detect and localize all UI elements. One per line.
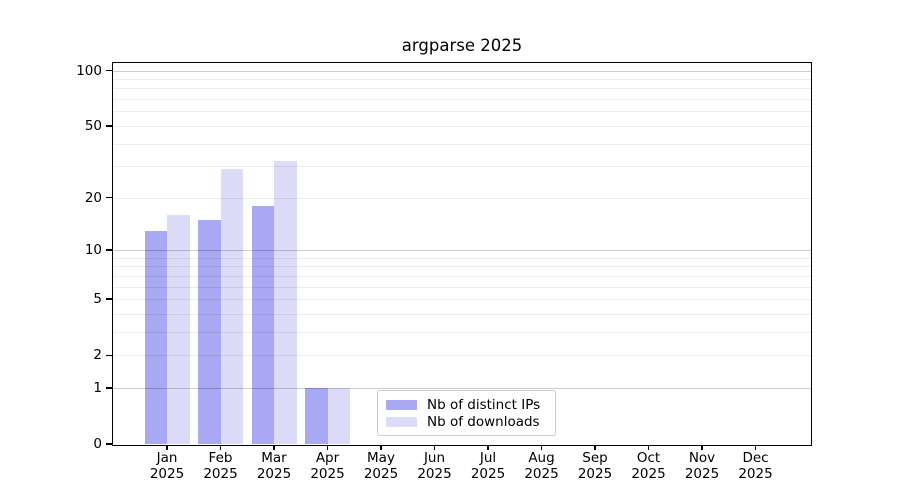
gridline-major — [113, 70, 811, 72]
y-tick-mark — [106, 354, 112, 356]
gridline-minor — [113, 125, 811, 127]
bar-downloads-apr — [327, 387, 350, 444]
gridline-minor — [113, 166, 811, 168]
gridline-minor — [113, 257, 811, 259]
gridline-minor — [113, 313, 811, 315]
x-tick-mark — [487, 444, 489, 450]
legend: Nb of distinct IPs Nb of downloads — [377, 390, 556, 436]
x-tick-mark — [166, 444, 168, 450]
y-tick-mark — [106, 125, 112, 127]
plot-area — [113, 63, 811, 444]
legend-label-downloads: Nb of downloads — [427, 414, 540, 430]
x-tick-mark — [433, 444, 436, 450]
x-tick-mark — [380, 444, 382, 450]
x-tick-label: Oct 2025 — [631, 450, 666, 482]
chart-title: argparse 2025 — [401, 36, 523, 55]
y-tick-label: 100 — [76, 62, 102, 79]
x-tick-label: Feb 2025 — [203, 450, 238, 482]
gridline-major — [113, 250, 811, 251]
x-tick-mark — [701, 444, 703, 450]
x-tick-label: Nov 2025 — [684, 450, 720, 482]
x-tick-label: Mar 2025 — [256, 450, 292, 482]
legend-label-distinct-ips: Nb of distinct IPs — [427, 397, 541, 413]
gridline-minor — [113, 286, 811, 288]
gridline-minor — [113, 275, 811, 277]
y-tick-label: 20 — [84, 189, 102, 206]
x-tick-label: Jun 2025 — [417, 450, 452, 482]
y-tick-mark — [106, 387, 112, 389]
y-tick-label: 1 — [93, 379, 102, 396]
y-tick-label: 10 — [84, 242, 102, 258]
bar-distinct-ips-jan — [144, 230, 167, 444]
bar-downloads-feb — [220, 168, 243, 444]
x-tick-label: May 2025 — [363, 450, 399, 482]
x-tick-mark — [754, 444, 757, 450]
y-tick-mark — [106, 70, 112, 72]
x-tick-mark — [594, 444, 596, 450]
bar-distinct-ips-apr — [305, 387, 328, 444]
y-tick-label: 5 — [93, 291, 102, 308]
bar-distinct-ips-mar — [251, 205, 274, 444]
gridline-minor — [113, 331, 811, 333]
gridline-major — [113, 387, 811, 389]
gridline-minor — [113, 79, 811, 81]
x-tick-label: Apr 2025 — [310, 450, 345, 482]
gridline-minor — [113, 99, 811, 101]
gridline-minor — [113, 197, 811, 199]
x-tick-mark — [647, 444, 650, 450]
gridline-minor — [113, 299, 811, 301]
bar-downloads-mar — [274, 161, 297, 444]
x-tick-label: Aug 2025 — [524, 450, 559, 482]
x-tick-mark — [219, 444, 222, 450]
legend-swatch-distinct-ips — [386, 399, 417, 411]
bar-distinct-ips-feb — [198, 219, 221, 444]
y-tick-mark — [106, 298, 112, 300]
x-tick-label: Jan 2025 — [149, 450, 185, 482]
y-tick-label: 50 — [84, 117, 102, 134]
y-tick-label: 2 — [93, 347, 102, 364]
legend-swatch-downloads — [386, 416, 417, 428]
gridline-minor — [113, 88, 811, 90]
bar-downloads-jan — [167, 214, 190, 444]
y-tick-mark — [106, 443, 112, 445]
x-tick-mark — [540, 444, 543, 450]
legend-entry-distinct-ips: Nb of distinct IPs — [386, 398, 546, 412]
gridline-minor — [113, 355, 811, 357]
gridline-minor — [113, 143, 811, 145]
x-tick-label: Dec 2025 — [738, 450, 773, 482]
y-tick-mark — [106, 249, 112, 251]
y-tick-mark — [106, 197, 112, 199]
x-tick-mark — [326, 444, 329, 450]
y-tick-label: 0 — [93, 436, 102, 452]
gridline-minor — [113, 111, 811, 113]
x-tick-label: Sep 2025 — [577, 450, 613, 482]
gridline-minor — [113, 266, 811, 268]
legend-entry-downloads: Nb of downloads — [386, 415, 546, 429]
x-tick-mark — [273, 444, 275, 450]
x-tick-label: Jul 2025 — [470, 450, 506, 482]
